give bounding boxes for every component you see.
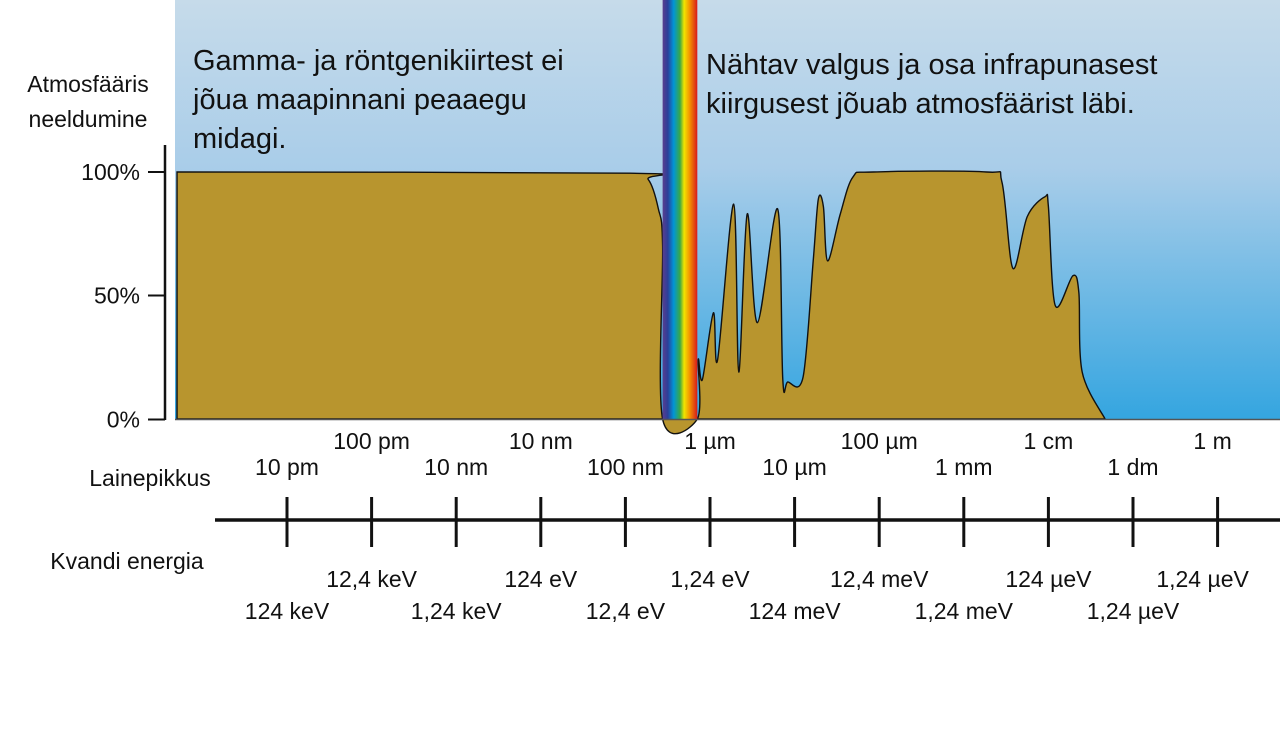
absorption-area <box>176 170 1107 435</box>
annotation-left-line1: Gamma- ja röntgenikiirtest ei <box>193 45 564 77</box>
wavelength-tick-label: 1 m <box>1193 428 1231 454</box>
annotation-left-line3: midagi. <box>193 123 287 155</box>
y-tick-label: 50% <box>94 283 140 309</box>
energy-tick-label: 124 meV <box>749 598 842 624</box>
energy-tick-label: 1,24 meV <box>915 598 1014 624</box>
visible-spectrum-band <box>662 0 698 420</box>
y-axis-label-line1: Atmosfääris <box>27 71 148 97</box>
energy-tick-label: 1,24 keV <box>411 598 502 624</box>
wavelength-tick-label: 1 cm <box>1023 428 1073 454</box>
energy-tick-label: 1,24 µeV <box>1087 598 1180 624</box>
wavelength-tick-label: 1 mm <box>935 454 993 480</box>
wavelength-tick-label: 1 dm <box>1107 454 1158 480</box>
y-tick-label: 0% <box>107 407 140 433</box>
wavelength-tick-label: 100 µm <box>841 428 918 454</box>
energy-tick-label: 12,4 eV <box>586 598 666 624</box>
y-tick-label: 100% <box>81 159 140 185</box>
wavelength-tick-label: 10 nm <box>424 454 488 480</box>
energy-tick-label: 1,24 eV <box>670 566 750 592</box>
energy-tick-label: 124 µeV <box>1005 566 1092 592</box>
annotation-right-line2: kiirgusest jõuab atmosfäärist läbi. <box>706 88 1135 120</box>
energy-axis-label: Kvandi energia <box>50 548 204 574</box>
energy-tick-label: 124 keV <box>245 598 330 624</box>
annotation-left-line2: jõua maapinnani peaaegu <box>192 84 527 116</box>
wavelength-tick-label: 100 nm <box>587 454 664 480</box>
wavelength-tick-label: 10 nm <box>509 428 573 454</box>
energy-tick-label: 124 eV <box>504 566 578 592</box>
annotation-right-line1: Nähtav valgus ja osa infrapunasest <box>706 49 1157 81</box>
wavelength-tick-label: 1 µm <box>684 428 736 454</box>
wavelength-tick-label: 10 µm <box>762 454 826 480</box>
y-axis-label-line2: neeldumine <box>29 106 148 132</box>
wavelength-tick-label: 100 pm <box>333 428 410 454</box>
energy-tick-label: 12,4 keV <box>326 566 417 592</box>
wavelength-axis-label: Lainepikkus <box>89 465 210 491</box>
energy-tick-label: 1,24 µeV <box>1156 566 1249 592</box>
wavelength-tick-label: 10 pm <box>255 454 319 480</box>
energy-tick-label: 12,4 meV <box>830 566 929 592</box>
